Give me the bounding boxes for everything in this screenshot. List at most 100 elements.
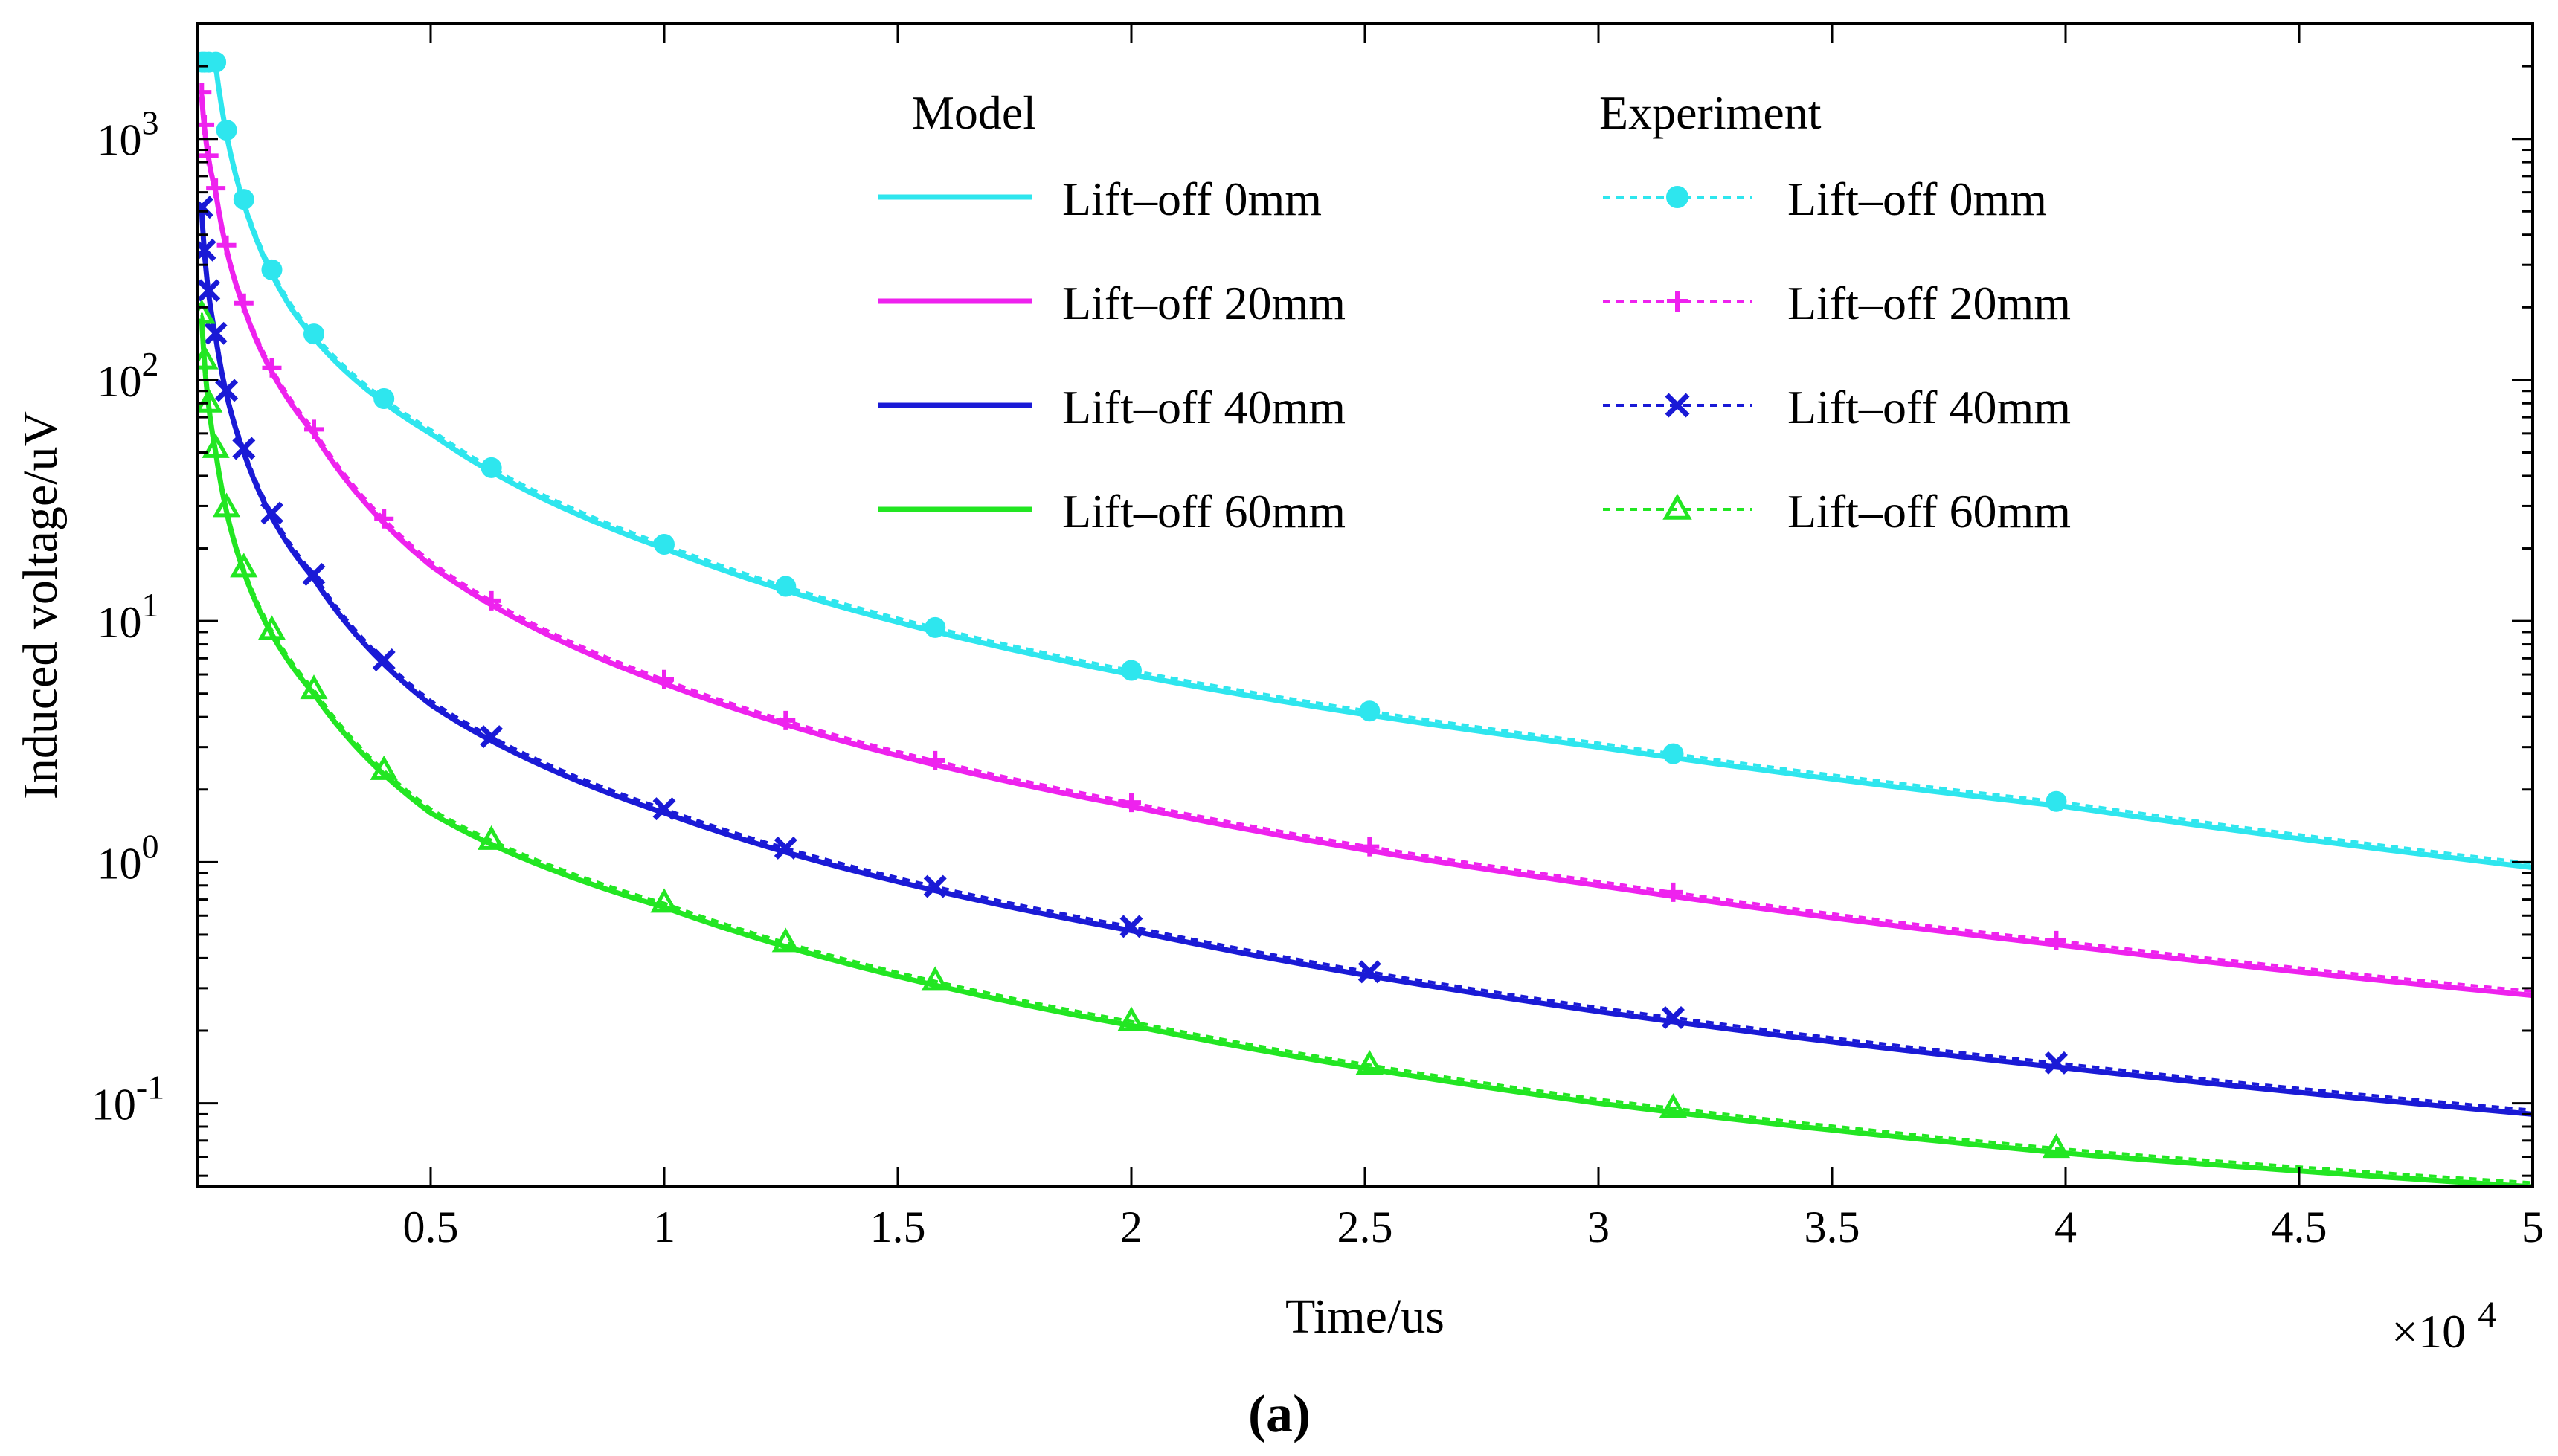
data-point-triangle [197,387,223,413]
data-point-triangle [202,433,230,458]
data-point-plus [234,293,254,313]
legend-experiment-label: Lift–off 40mm [1787,381,2071,434]
data-point-plus [2046,930,2066,950]
data-point-x [2044,1051,2068,1075]
data-point-plus [199,146,219,166]
data-point-triangle [197,299,216,324]
x-tick-label: 2.5 [1337,1202,1393,1252]
legend-experiment-label: Lift–off 0mm [1787,173,2047,225]
data-point-plus [481,590,501,611]
model-line-0 [201,63,2533,871]
data-point-triangle [771,927,800,953]
legend-model-title: Model [912,86,1036,139]
data-point-triangle [197,344,219,370]
data-point-triangle [2042,1133,2071,1159]
y-tick-label: 102 [97,345,159,406]
data-point-x [197,279,221,303]
x-tick-label: 2 [1120,1202,1143,1252]
y-tick-label: 10-1 [91,1069,164,1130]
experiment-line-2 [200,205,2533,1112]
data-point-circle [775,576,797,597]
x-axis-label: Time/us [1285,1289,1445,1344]
x-axis-multiplier-exponent: 4 [2478,1293,2496,1335]
data-point-plus [1667,291,1688,312]
data-point-circle [481,457,502,478]
data-point-x [1662,1006,1685,1029]
data-point-plus [655,669,674,689]
data-point-triangle [300,674,328,700]
y-tick-label: 103 [97,104,159,165]
experiment-line-3 [200,312,2533,1185]
x-tick-label: 5 [2522,1202,2544,1252]
x-tick-label: 4.5 [2272,1202,2327,1252]
data-point-circle [261,259,283,280]
x-tick-label: 4 [2054,1202,2077,1252]
data-point-circle [1662,743,1684,764]
data-point-plus [374,509,394,529]
data-point-triangle [1117,1006,1145,1031]
data-point-x [774,836,797,860]
data-point-circle [654,534,675,555]
data-point-triangle [1659,1093,1688,1118]
data-point-circle [1666,186,1688,208]
figure-caption: (a) [1248,1384,1311,1443]
data-point-circle [373,388,395,410]
data-point-plus [206,178,226,199]
data-point-x [197,196,213,219]
experiment-line-1 [200,91,2533,993]
x-tick-label: 3 [1587,1202,1610,1252]
data-point-triangle [230,553,258,578]
legend-model-label: Lift–off 20mm [1062,277,1346,329]
data-point-x [1665,393,1690,418]
data-point-x [372,648,396,671]
data-point-plus [1360,837,1380,857]
data-point-circle [303,323,324,345]
data-point-plus [1663,882,1683,902]
x-tick-label: 3.5 [1805,1202,1860,1252]
data-point-x [923,874,947,898]
data-point-x [480,725,504,749]
x-tick-label: 1 [653,1202,675,1252]
legend: Model Experiment Lift–off 0mm Lift–off 0mm L… [878,86,2071,538]
x-axis-multiplier: ×10 4 [2391,1293,2496,1358]
data-point-circle [1359,700,1381,722]
y-axis-label: Induced voltage/uV [13,411,68,799]
data-point-plus [925,750,945,770]
data-point-circle [1121,660,1142,681]
data-point-x [232,437,256,460]
data-point-circle [216,120,237,141]
x-tick-label: 1.5 [870,1202,926,1252]
curves-layer [197,51,2533,1187]
data-point-plus [262,358,282,378]
data-point-circle [205,51,227,73]
data-point-plus [776,710,796,730]
data-point-triangle [257,615,286,640]
legend-model-label: Lift–off 60mm [1062,485,1346,538]
plot-frame [196,22,2534,1188]
legend-model-label: Lift–off 40mm [1062,381,1346,434]
experiment-line-0 [201,60,2533,865]
data-point-x [652,797,676,821]
data-point-triangle [650,888,678,913]
x-tick-label: 0.5 [403,1202,459,1252]
data-point-x [260,501,283,525]
legend-model-label: Lift–off 0mm [1062,173,1322,225]
ticks-layer: 0.5 1 1.5 2 2.5 3 3.5 4 4.5 5 10-1 100 101 102 103 [91,22,2544,1252]
data-point-circle [2046,790,2067,812]
data-point-plus [216,235,237,255]
legend-experiment-label: Lift–off 20mm [1787,277,2071,329]
data-point-triangle [370,755,398,780]
data-point-triangle [1355,1050,1384,1075]
data-point-triangle [1662,493,1692,520]
data-point-plus [1122,793,1141,813]
data-point-x [1357,960,1381,984]
data-point-x [1119,915,1143,938]
data-point-x [204,321,228,345]
data-point-plus [304,419,324,439]
data-point-triangle [921,966,949,991]
data-point-triangle [212,492,241,518]
legend-experiment-title: Experiment [1599,86,1822,139]
model-line-3 [199,315,2533,1187]
data-point-circle [233,189,254,210]
